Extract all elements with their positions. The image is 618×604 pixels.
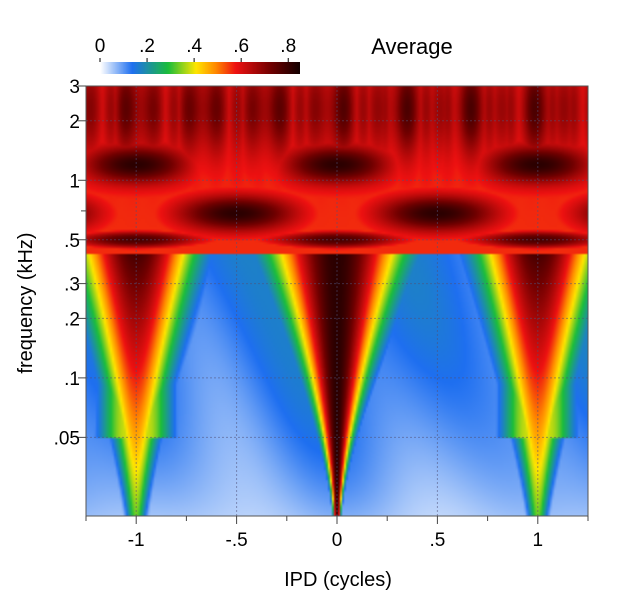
colorbar-tick-label: .8 bbox=[280, 36, 296, 57]
colorbar-tick-label: .4 bbox=[186, 36, 202, 57]
x-tick-label: 0 bbox=[332, 530, 343, 551]
x-tick-label: -.5 bbox=[226, 530, 248, 551]
colorbar-tick-label: .2 bbox=[139, 36, 155, 57]
colorbar-tick-label: 0 bbox=[95, 36, 106, 57]
heatmap-image bbox=[86, 86, 588, 516]
y-tick-label: .3 bbox=[64, 275, 80, 296]
chart-title: Average bbox=[371, 34, 453, 59]
y-tick-label: 3 bbox=[69, 77, 80, 98]
x-axis-label: IPD (cycles) bbox=[284, 569, 392, 591]
colorbar-ticks: 0 .2 .4 .6 .8 bbox=[95, 36, 296, 62]
plot-area: -1 -.5 0 .5 1 .05 .1 .2 .3 .5 1 2 3 bbox=[54, 77, 589, 551]
colorbar: 0 .2 .4 .6 .8 bbox=[95, 36, 300, 74]
colorbar-tick-label: .6 bbox=[233, 36, 249, 57]
y-axis: .05 .1 .2 .3 .5 1 2 3 bbox=[54, 77, 86, 449]
y-tick-label: .5 bbox=[64, 231, 80, 252]
y-tick-label: .05 bbox=[54, 428, 80, 449]
colorbar-gradient bbox=[100, 62, 300, 74]
y-axis-label: frequency (kHz) bbox=[15, 232, 37, 373]
y-tick-label: .1 bbox=[64, 369, 80, 390]
y-tick-label: 1 bbox=[69, 171, 80, 192]
x-tick-label: 1 bbox=[533, 530, 544, 551]
x-tick-label: -1 bbox=[128, 530, 145, 551]
y-tick-label: 2 bbox=[69, 112, 80, 133]
y-tick-label: .2 bbox=[64, 309, 80, 330]
x-axis: -1 -.5 0 .5 1 bbox=[85, 516, 589, 551]
x-tick-label: .5 bbox=[429, 530, 445, 551]
